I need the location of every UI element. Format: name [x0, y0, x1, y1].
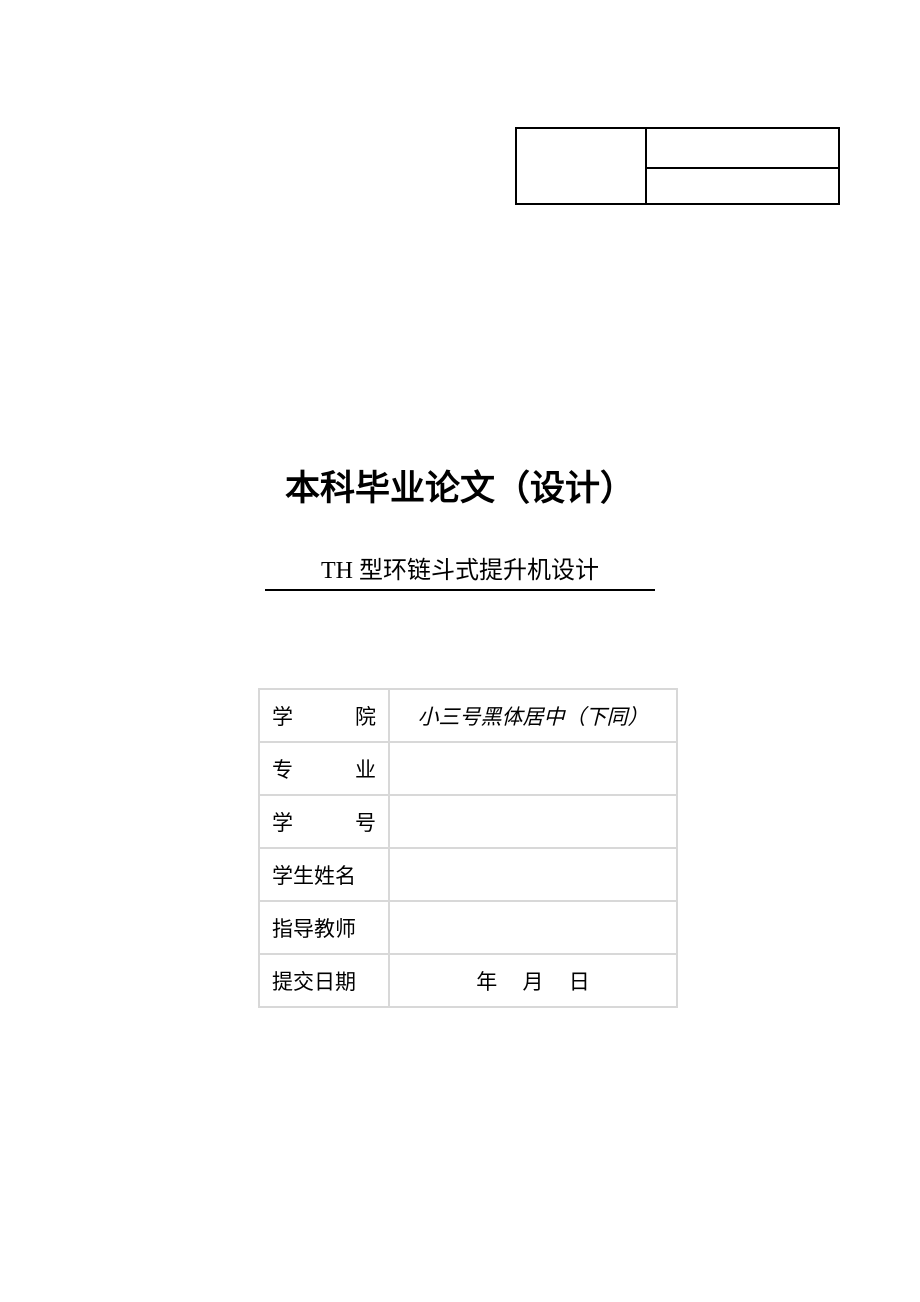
- main-title: 本科毕业论文（设计）: [0, 460, 920, 511]
- table-row: 指导教师: [260, 902, 676, 953]
- table-row: 学生姓名: [260, 849, 676, 900]
- value-major: [390, 743, 676, 794]
- table-row: 专 业: [260, 743, 676, 794]
- subtitle: TH 型环链斗式提升机设计: [265, 550, 655, 591]
- label-char: 院: [355, 701, 376, 731]
- table-row: 学 院 小三号黑体居中（下同）: [260, 690, 676, 741]
- value-text: 小三号黑体居中（下同）: [418, 705, 649, 729]
- table-row: 学 号: [260, 796, 676, 847]
- value-submit-date: 年 月 日: [390, 955, 676, 1006]
- table-row: 提交日期 年 月 日: [260, 955, 676, 1006]
- corner-box-vertical-divider: [645, 129, 647, 203]
- subtitle-container: TH 型环链斗式提升机设计: [0, 550, 920, 591]
- corner-box: [515, 127, 840, 205]
- label-char: 号: [355, 807, 376, 837]
- value-student-name: [390, 849, 676, 900]
- label-student-name: 学生姓名: [260, 849, 388, 900]
- value-college: 小三号黑体居中（下同）: [390, 690, 676, 741]
- label-char: 专: [272, 754, 293, 784]
- date-day-label: 日: [569, 970, 590, 994]
- info-table: 学 院 小三号黑体居中（下同） 专 业 学 号 学生姓名 指导教师: [258, 688, 678, 1008]
- label-college: 学 院: [260, 690, 388, 741]
- label-char: 学: [272, 701, 293, 731]
- date-year-label: 年: [476, 970, 497, 994]
- label-char: 学: [272, 807, 293, 837]
- label-major: 专 业: [260, 743, 388, 794]
- corner-box-horizontal-divider: [645, 167, 838, 169]
- label-student-id: 学 号: [260, 796, 388, 847]
- value-student-id: [390, 796, 676, 847]
- date-month-label: 月: [523, 970, 544, 994]
- label-submit-date: 提交日期: [260, 955, 388, 1006]
- value-advisor: [390, 902, 676, 953]
- label-char: 业: [355, 754, 376, 784]
- label-advisor: 指导教师: [260, 902, 388, 953]
